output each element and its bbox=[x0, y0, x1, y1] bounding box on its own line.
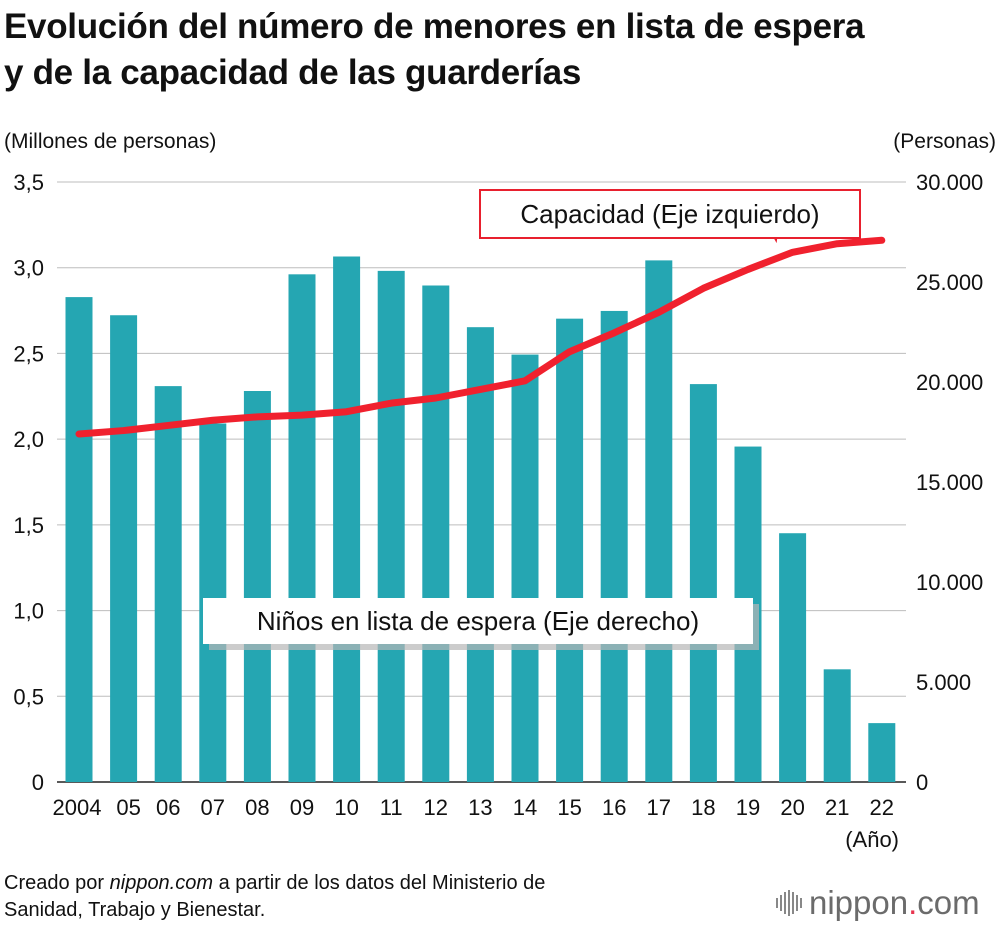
chart-title: Evolución del número de menores en lista… bbox=[4, 4, 999, 96]
waiting-legend-label: Niños en lista de espera (Eje derecho) bbox=[257, 606, 699, 636]
x-tick-label: 18 bbox=[691, 795, 715, 820]
bar-09 bbox=[288, 274, 316, 782]
capacity-callout-box bbox=[479, 189, 861, 239]
left-tick-label: 2,5 bbox=[13, 341, 44, 366]
right-tick-label: 25.000 bbox=[916, 270, 983, 295]
x-tick-label: 09 bbox=[290, 795, 314, 820]
bar-16 bbox=[600, 310, 628, 782]
x-tick-label: 10 bbox=[334, 795, 358, 820]
chart: (Millones de personas) (Personas) 0 0,5 1,… bbox=[4, 130, 996, 852]
left-tick-label: 3,5 bbox=[13, 170, 44, 195]
left-tick-label: 1,5 bbox=[13, 513, 44, 538]
waiting-legend-box bbox=[203, 598, 753, 644]
source-line-1: Creado por nippon.com a partir de los da… bbox=[4, 872, 546, 894]
left-tick-label: 0,5 bbox=[13, 684, 44, 709]
bar-13 bbox=[466, 327, 494, 782]
bar-21 bbox=[823, 669, 851, 782]
bar-10 bbox=[333, 256, 361, 782]
bar-06 bbox=[154, 386, 182, 782]
bar-05 bbox=[110, 315, 138, 782]
waiting-children-bars bbox=[65, 256, 896, 782]
x-tick-label: 11 bbox=[380, 795, 403, 820]
bar-22 bbox=[868, 723, 896, 782]
bar-08 bbox=[243, 391, 271, 782]
bar-18 bbox=[689, 384, 717, 782]
right-axis-label: (Personas) bbox=[893, 130, 996, 153]
x-tick-label: 12 bbox=[424, 795, 448, 820]
logo-tld: com bbox=[917, 884, 980, 921]
x-tick-label: 17 bbox=[647, 795, 671, 820]
x-tick-label: 19 bbox=[736, 795, 760, 820]
bar-2004 bbox=[65, 297, 93, 782]
gridlines bbox=[57, 181, 906, 783]
left-tick-label: 3,0 bbox=[13, 256, 44, 281]
x-tick-label: 16 bbox=[602, 795, 626, 820]
waiting-legend-callout: Niños en lista de espera (Eje derecho) bbox=[203, 598, 759, 650]
title-line-2: y de la capacidad de las guarderías bbox=[4, 53, 581, 92]
right-tick-label: 30.000 bbox=[916, 170, 983, 195]
x-tick-label: 15 bbox=[557, 795, 581, 820]
bar-12 bbox=[422, 285, 450, 782]
logo-main: nippon bbox=[809, 884, 909, 921]
capacity-legend-label: Capacidad (Eje izquierdo) bbox=[520, 199, 819, 229]
left-tick-label: 0 bbox=[32, 770, 44, 795]
bar-17 bbox=[645, 260, 673, 782]
x-tick-label: 20 bbox=[780, 795, 804, 820]
right-tick-label: 5.000 bbox=[916, 670, 971, 695]
bar-20 bbox=[779, 533, 807, 782]
bar-15 bbox=[556, 318, 584, 782]
title-line-1: Evolución del número de menores en lista… bbox=[4, 7, 865, 46]
logo-dot: . bbox=[908, 884, 918, 921]
x-tick-label: 22 bbox=[870, 795, 894, 820]
source-note: Creado por nippon.com a partir de los da… bbox=[4, 870, 545, 924]
left-axis-ticks: 0 0,5 1,0 1,5 2,0 2,5 3,0 3,5 bbox=[13, 170, 44, 795]
x-tick-label: 2004 bbox=[53, 795, 102, 820]
x-tick-label: 08 bbox=[245, 795, 269, 820]
x-tick-label: 13 bbox=[468, 795, 492, 820]
right-tick-label: 10.000 bbox=[916, 570, 983, 595]
logo-bars-icon bbox=[776, 890, 802, 916]
right-tick-label: 15.000 bbox=[916, 470, 983, 495]
x-tick-label: 05 bbox=[116, 795, 140, 820]
bar-14 bbox=[511, 354, 539, 782]
capacity-callout-pointer-mask bbox=[759, 230, 779, 237]
bar-11 bbox=[377, 270, 405, 782]
source-site: nippon.com bbox=[109, 872, 214, 894]
left-tick-label: 1,0 bbox=[13, 599, 44, 624]
x-axis-ticks: 2004 05 06 07 08 09 10 11 12 13 14 15 16 17 18 19 20 21 22 bbox=[53, 795, 895, 820]
left-axis-label: (Millones de personas) bbox=[4, 130, 216, 153]
x-tick-label: 06 bbox=[156, 795, 180, 820]
right-tick-label: 20.000 bbox=[916, 370, 983, 395]
capacity-line-group bbox=[75, 236, 886, 438]
nippon-logo: nippon. com bbox=[775, 884, 980, 922]
source-line-2: Sanidad, Trabajo y Bienestar. bbox=[4, 899, 266, 921]
right-tick-label: 0 bbox=[916, 770, 928, 795]
left-tick-label: 2,0 bbox=[13, 427, 44, 452]
x-tick-label: 21 bbox=[825, 795, 849, 820]
right-axis-ticks: 0 5.000 10.000 15.000 20.000 25.000 30.000 bbox=[916, 170, 983, 795]
capacity-legend-callout: Capacidad (Eje izquierdo) bbox=[479, 189, 861, 244]
x-axis-unit-label: (Año) bbox=[845, 827, 899, 852]
x-tick-label: 14 bbox=[513, 795, 537, 820]
x-tick-label: 07 bbox=[201, 795, 225, 820]
